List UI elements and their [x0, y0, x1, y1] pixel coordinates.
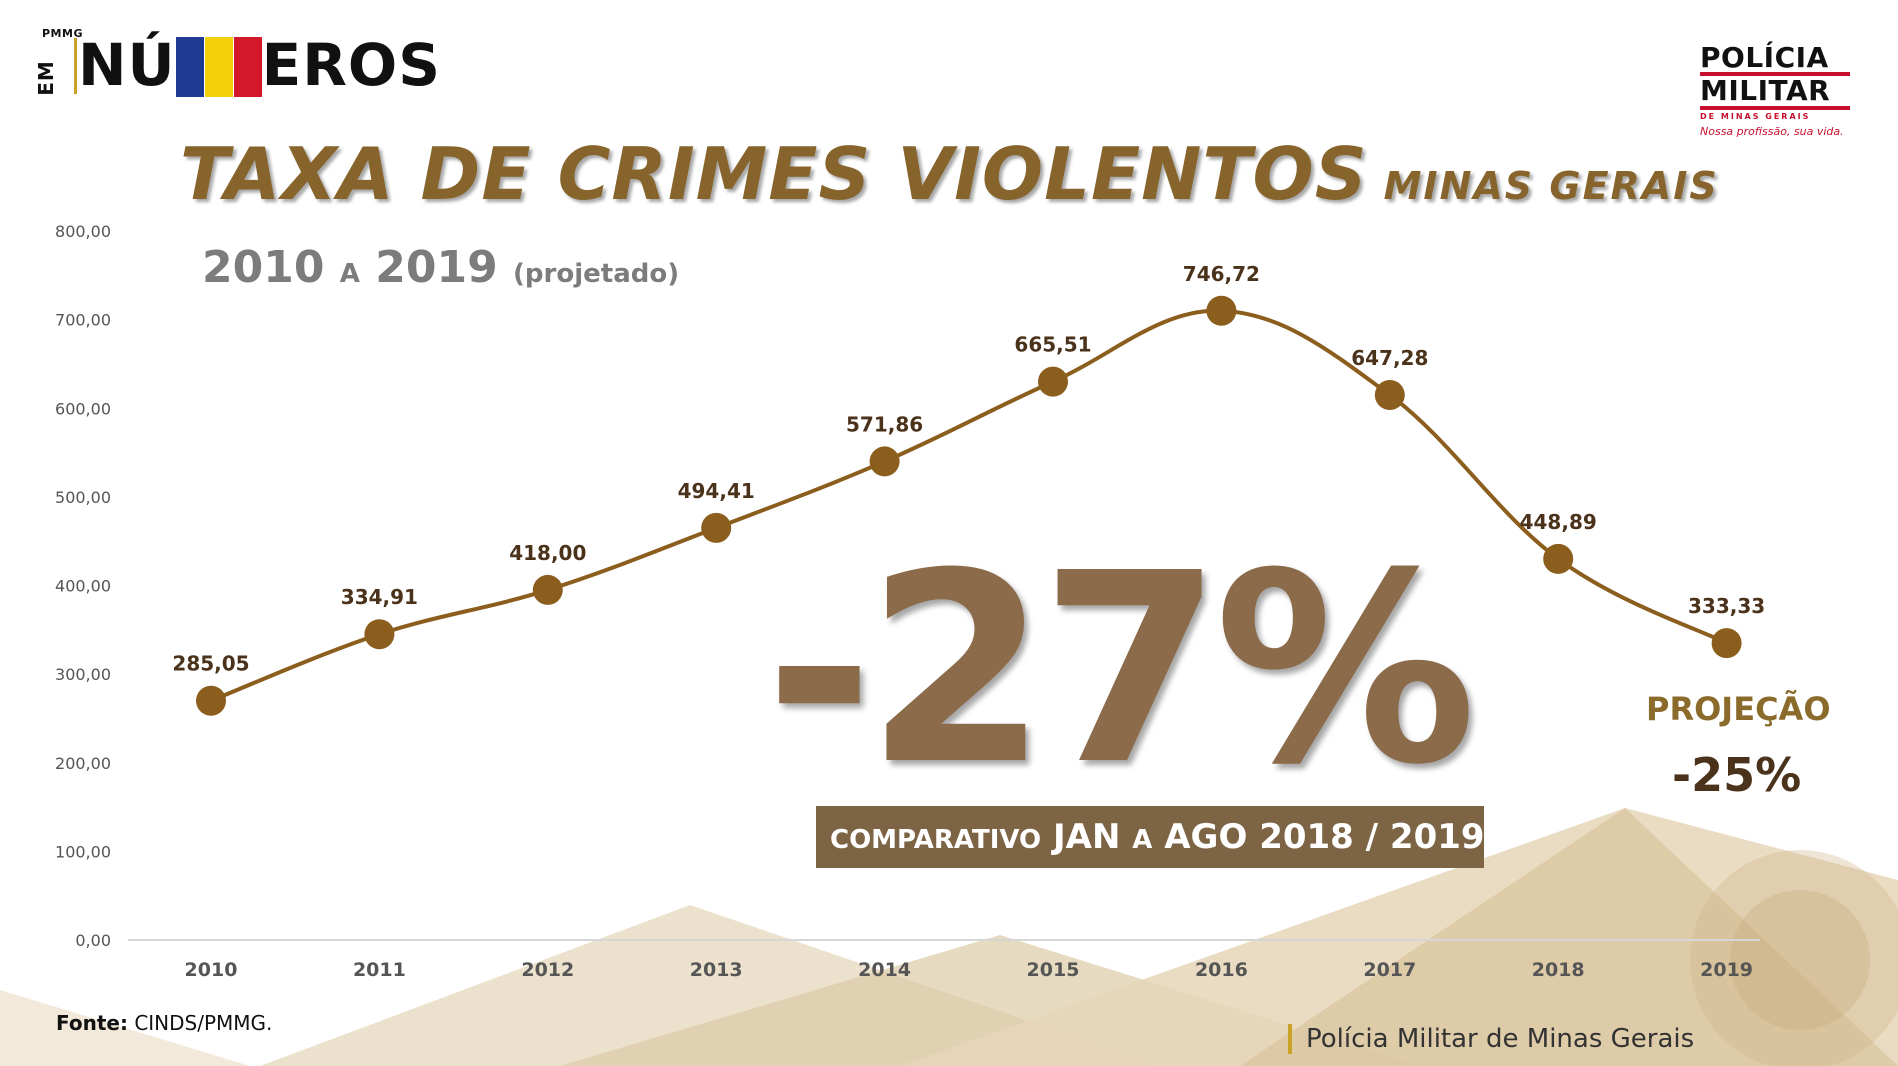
projection-label: PROJEÇÃO	[1646, 690, 1831, 728]
y-tick-label: 0,00	[75, 931, 111, 950]
period-note: (projetado)	[513, 259, 680, 289]
period-connector: A	[339, 259, 360, 289]
y-tick-label: 300,00	[55, 665, 111, 684]
data-label-2018: 448,89	[1520, 510, 1597, 534]
period-label: 2010 A 2019 (projetado)	[202, 242, 679, 293]
data-label-2010: 285,05	[172, 652, 249, 676]
x-tick-label: 2019	[1700, 959, 1753, 981]
big-stat-value: -27%	[765, 517, 1477, 822]
y-tick-label: 100,00	[55, 842, 111, 861]
x-tick-label: 2017	[1363, 959, 1416, 981]
title-main: TAXA DE CRIMES VIOLENTOS	[180, 132, 1368, 216]
pm-logo: POLÍCIA MILITAR DE MINAS GERAIS Nossa pr…	[1700, 44, 1850, 138]
x-tick-label: 2015	[1027, 959, 1080, 981]
data-point-2011	[364, 619, 395, 650]
logo-divider	[74, 38, 77, 94]
data-point-2018	[1543, 543, 1574, 574]
x-tick-label: 2011	[353, 959, 406, 981]
y-tick-label: 700,00	[55, 311, 111, 330]
logo-pmmg-text: PMMG	[42, 27, 83, 40]
y-tick-label: 500,00	[55, 488, 111, 507]
logo-word-right: EROS	[261, 31, 441, 99]
data-point-2012	[532, 574, 563, 605]
data-label-2015: 665,51	[1014, 333, 1091, 357]
pm-logo-slogan: Nossa profissão, sua vida.	[1700, 125, 1844, 138]
series-line	[210, 308, 1728, 703]
pm-logo-line2: MILITAR	[1700, 72, 1850, 110]
data-point-2019	[1711, 628, 1742, 659]
data-label-2012: 418,00	[509, 541, 586, 565]
data-label-2013: 494,41	[678, 479, 755, 503]
comparison-rest: AGO 2018 / 2019	[1164, 817, 1485, 857]
data-label-2016: 746,72	[1183, 262, 1260, 286]
pm-logo-line1: POLÍCIA	[1700, 41, 1829, 74]
data-point-2017	[1374, 379, 1405, 410]
data-label-2017: 647,28	[1351, 346, 1428, 370]
comparison-box: COMPARATIVO JAN A AGO 2018 / 2019	[816, 806, 1485, 868]
source-value: CINDS/PMMG.	[134, 1011, 273, 1035]
x-tick-label: 2016	[1195, 959, 1248, 981]
x-tick-label: 2010	[185, 959, 238, 981]
comparison-a: A	[1132, 825, 1153, 855]
x-tick-label: 2013	[690, 959, 743, 981]
data-label-2019: 333,33	[1688, 594, 1765, 618]
x-tick-label: 2014	[858, 959, 911, 981]
data-label-2014: 571,86	[846, 412, 923, 436]
source-note: Fonte: CINDS/PMMG.	[56, 1011, 272, 1035]
x-tick-label: 2018	[1532, 959, 1585, 981]
y-tick-label: 200,00	[55, 754, 111, 773]
y-tick-label: 600,00	[55, 399, 111, 418]
pm-logo-line3: DE MINAS GERAIS	[1700, 112, 1811, 121]
comparison-prefix: COMPARATIVO	[830, 825, 1042, 855]
period-start: 2010	[202, 242, 325, 293]
footer-text: Polícia Militar de Minas Gerais	[1288, 1024, 1694, 1054]
title-region: MINAS GERAIS	[1383, 164, 1719, 208]
logo-bars-icon	[175, 37, 262, 97]
comparison-text: COMPARATIVO JAN A AGO 2018 / 2019	[830, 818, 1485, 859]
projection-value: -25%	[1672, 748, 1802, 802]
y-tick-label: 400,00	[55, 577, 111, 596]
data-point-2016	[1206, 295, 1237, 326]
x-tick-label: 2012	[521, 959, 574, 981]
data-point-2014	[869, 446, 900, 477]
period-end: 2019	[375, 242, 498, 293]
data-point-2010	[196, 685, 226, 716]
page-title: TAXA DE CRIMES VIOLENTOS MINAS GERAIS	[180, 132, 1719, 216]
data-point-2015	[1038, 366, 1068, 397]
comparison-jan: JAN	[1053, 817, 1121, 857]
data-label-2011: 334,91	[341, 585, 418, 609]
logo-wordmark: NÚ EROS	[78, 33, 441, 97]
y-tick-label: 800,00	[55, 222, 111, 241]
source-label: Fonte:	[56, 1011, 128, 1035]
logo-word-left: NÚ	[78, 31, 176, 99]
data-point-2013	[701, 512, 732, 543]
